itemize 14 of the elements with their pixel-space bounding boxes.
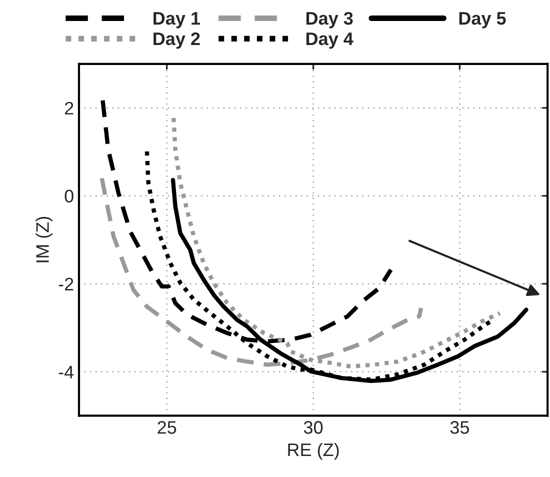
- x-tick-label: 35: [450, 421, 470, 434]
- legend-label: Day 5: [459, 12, 506, 28]
- x-axis-title: RE (Z): [288, 442, 339, 460]
- legend-label: Day 3: [306, 12, 353, 28]
- x-tick-label: 25: [158, 421, 176, 434]
- legend-label: Day 2: [154, 32, 200, 49]
- y-tick-label: 2: [64, 102, 74, 114]
- y-tick-label: -2: [58, 278, 74, 290]
- y-tick-label: 0: [64, 190, 74, 203]
- legend-label: Day 4: [306, 32, 354, 49]
- y-axis-title: IM (Z): [36, 216, 52, 262]
- y-tick-label: -4: [58, 366, 74, 378]
- x-tick-label: 30: [304, 421, 323, 434]
- legend-label: Day 1: [154, 12, 200, 28]
